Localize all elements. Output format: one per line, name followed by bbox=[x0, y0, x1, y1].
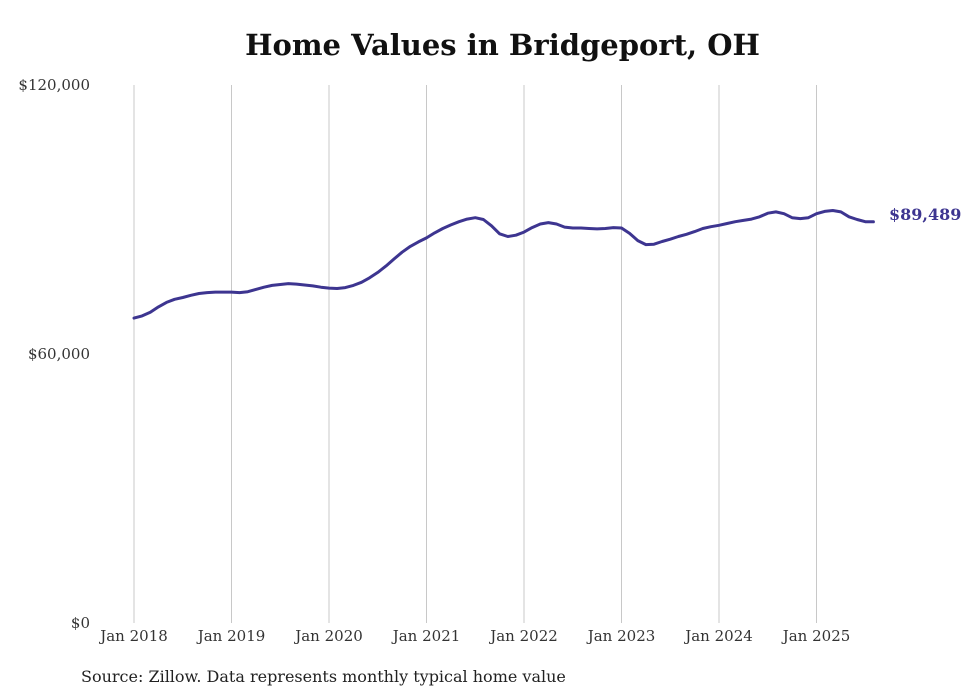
x-tick-label: Jan 2019 bbox=[196, 627, 266, 645]
y-tick-label: $120,000 bbox=[18, 76, 90, 94]
x-tick-label: Jan 2024 bbox=[683, 627, 753, 645]
gridlines bbox=[133, 85, 817, 623]
x-tick-label: Jan 2018 bbox=[98, 627, 168, 645]
x-tick-label: Jan 2023 bbox=[586, 627, 656, 645]
y-tick-label: $60,000 bbox=[28, 345, 90, 363]
y-axis-ticks: $120,000 $60,000 $0 bbox=[18, 76, 90, 632]
x-tick-label: Jan 2025 bbox=[781, 627, 851, 645]
series-layer bbox=[132, 209, 875, 320]
x-axis-ticks: Jan 2018 Jan 2019 Jan 2020 Jan 2021 Jan 2022… bbox=[98, 627, 850, 645]
y-tick-label: $0 bbox=[71, 614, 90, 632]
chart-title: Home Values in Bridgeport, OH bbox=[245, 28, 760, 62]
x-tick-label: Jan 2020 bbox=[293, 627, 363, 645]
x-tick-label: Jan 2022 bbox=[488, 627, 558, 645]
source-note: Source: Zillow. Data represents monthly … bbox=[81, 667, 566, 686]
end-value-label: $89,489 bbox=[889, 205, 961, 224]
x-tick-label: Jan 2021 bbox=[391, 627, 461, 645]
series-line bbox=[132, 209, 875, 320]
